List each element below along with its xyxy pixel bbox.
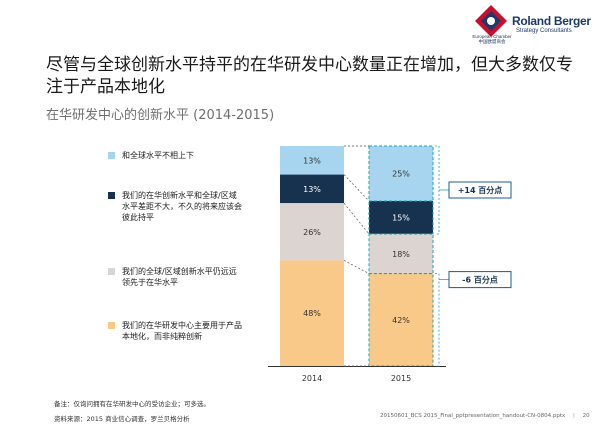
footer-divider: | bbox=[573, 413, 575, 419]
brand-tagline: Strategy Consultants bbox=[516, 28, 572, 34]
connector-line bbox=[343, 174, 370, 202]
bar-value-label: 42% bbox=[392, 316, 410, 325]
annotation-box bbox=[448, 271, 512, 289]
legend-label: 和全球水平不相上下 bbox=[122, 151, 194, 160]
page-number: 20 bbox=[582, 413, 590, 419]
bar-value-label: 25% bbox=[392, 170, 410, 179]
bar-segment bbox=[280, 260, 344, 366]
annotation-label: -6 百分点 bbox=[462, 275, 498, 285]
bar-value-label: 13% bbox=[303, 156, 321, 165]
brand-name: Roland Berger bbox=[512, 14, 591, 28]
footer-filename: 20150601_BCS 2015_Final_pptpresentation_… bbox=[380, 413, 566, 419]
logo-block: Roland Berger Strategy Consultants Europ… bbox=[470, 4, 610, 46]
bar-segment bbox=[368, 145, 434, 202]
annotation-label: +14 百分点 bbox=[458, 185, 503, 195]
legend-swatch bbox=[108, 152, 115, 159]
footer-file-info: 20150601_BCS 2015_Final_pptpresentation_… bbox=[380, 413, 590, 419]
bar-value-label: 18% bbox=[392, 250, 410, 259]
connector-line bbox=[343, 260, 370, 274]
legend-swatch bbox=[108, 192, 115, 199]
bar-value-label: 15% bbox=[392, 214, 410, 223]
bar-segment bbox=[280, 146, 344, 175]
footer-note: 备注：仅询问拥有在华研发中心的受访企业；可多选。 bbox=[54, 400, 210, 408]
legend-label: 我们的在华研发中心主要用于产品本地化，而非纯粹创新 bbox=[122, 321, 242, 341]
x-tick-label: 2015 bbox=[391, 374, 411, 383]
legend-label: 我们的在华创新水平和全球/区域水平差距不大，不久的将来应该会彼此持平 bbox=[122, 191, 242, 222]
chamber-logo-icon bbox=[475, 5, 507, 37]
footer-source: 资料来源：2015 商业信心调查，罗兰贝格分析 bbox=[54, 415, 190, 423]
legend-swatch bbox=[108, 322, 115, 329]
bar-segment bbox=[280, 174, 344, 204]
bar-segment bbox=[368, 200, 434, 235]
x-tick-label: 2014 bbox=[302, 374, 322, 383]
connector-line bbox=[343, 202, 370, 235]
annotation-bracket bbox=[435, 145, 440, 235]
legend-swatch bbox=[108, 268, 115, 275]
bar-segment bbox=[368, 273, 434, 367]
bar-value-label: 13% bbox=[303, 185, 321, 194]
bar-segment bbox=[280, 203, 344, 261]
annotation-bracket bbox=[435, 273, 440, 367]
page-subtitle: 在华研发中心的创新水平 (2014-2015) bbox=[46, 108, 275, 123]
chamber-label: European Chamber 中国欧盟商会 bbox=[472, 34, 512, 44]
page-title: 尽管与全球创新水平持平的在华研发中心数量正在增加，但大多数仅专注于产品本地化 bbox=[46, 55, 573, 97]
bar-value-label: 26% bbox=[303, 228, 321, 237]
bar-value-label: 48% bbox=[303, 309, 321, 318]
annotation-box bbox=[448, 181, 512, 199]
legend-label: 我们的全球/区域创新水平仍远远领先于在华水平 bbox=[122, 267, 237, 287]
